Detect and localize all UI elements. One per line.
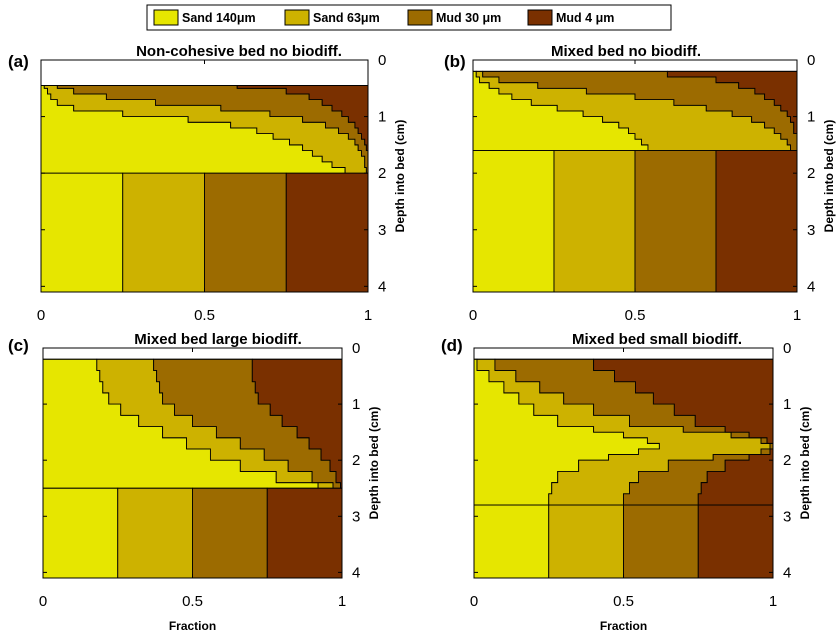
mud-30-area xyxy=(634,150,717,293)
y-tick-label: 0 xyxy=(783,340,791,357)
area-layer xyxy=(473,358,774,579)
y-tick-label: 2 xyxy=(807,165,815,182)
chart-title: Mixed bed large biodiff. xyxy=(134,331,302,348)
y-tick-label: 4 xyxy=(807,278,815,295)
legend-label: Sand 63μm xyxy=(313,11,380,25)
y-tick-label: 2 xyxy=(783,452,791,469)
legend-swatch xyxy=(284,9,310,26)
sand-63-area xyxy=(553,150,636,293)
sand-63-area xyxy=(548,504,624,579)
y-axis-label: Depth into bed (cm) xyxy=(798,407,812,520)
y-tick-label: 1 xyxy=(352,396,360,413)
chart-panel: 0 0.5 1 0 1 2 3 4 Depth into bed (cm) Fraction Mix… xyxy=(8,331,381,633)
x-tick-label: 1 xyxy=(769,593,777,610)
x-tick-label: 0.5 xyxy=(613,593,634,610)
mud-4-area xyxy=(266,487,343,579)
legend-label: Mud 30 μm xyxy=(436,11,501,25)
y-tick-label: 3 xyxy=(807,222,815,239)
y-tick-label: 1 xyxy=(783,396,791,413)
sand-63-area xyxy=(117,487,193,579)
y-tick-label: 2 xyxy=(378,165,386,182)
mud-30-area xyxy=(623,504,699,579)
y-tick-label: 4 xyxy=(352,564,360,581)
y-tick-label: 1 xyxy=(378,109,386,126)
x-axis-label: Fraction xyxy=(169,619,216,633)
chart-panel: 0 0.5 1 0 1 2 3 4 Depth into bed (cm) Non-cohesiv… xyxy=(8,43,407,324)
sand-140-area xyxy=(42,487,119,579)
legend-label: Sand 140μm xyxy=(182,11,256,25)
chart-panel: 0 0.5 1 0 1 2 3 4 Depth into bed (cm) Mixed bed n… xyxy=(444,43,836,324)
x-tick-label: 1 xyxy=(793,307,801,324)
chart-title: Mixed bed small biodiff. xyxy=(572,331,742,348)
chart-title: Non-cohesive bed no biodiff. xyxy=(136,43,342,60)
sand-140-area xyxy=(473,504,550,579)
mud-30-area xyxy=(192,487,268,579)
legend-label: Mud 4 μm xyxy=(556,11,614,25)
y-tick-label: 2 xyxy=(352,452,360,469)
y-tick-label: 4 xyxy=(783,564,791,581)
chart-title: Mixed bed no biodiff. xyxy=(551,43,701,60)
sand-140-area xyxy=(472,150,555,293)
sand-140-area xyxy=(40,172,124,293)
legend: Sand 140μm Sand 63μm Mud 30 μm Mud 4 μm xyxy=(146,4,672,31)
mud-4-area xyxy=(285,172,369,293)
mud-4-area xyxy=(697,504,774,579)
y-tick-label: 3 xyxy=(352,508,360,525)
legend-swatch xyxy=(407,9,433,26)
x-tick-label: 0 xyxy=(39,593,47,610)
y-tick-label: 3 xyxy=(783,508,791,525)
panel-label: (b) xyxy=(444,52,466,71)
x-tick-label: 0.5 xyxy=(194,307,215,324)
x-tick-label: 1 xyxy=(338,593,346,610)
panel-label: (c) xyxy=(8,336,29,355)
x-tick-label: 0.5 xyxy=(625,307,646,324)
area-layer xyxy=(472,70,798,293)
legend-swatch xyxy=(527,9,553,26)
x-tick-label: 0.5 xyxy=(182,593,203,610)
y-tick-label: 4 xyxy=(378,278,386,295)
area-layer xyxy=(42,358,343,579)
y-axis-label: Depth into bed (cm) xyxy=(367,407,381,520)
x-tick-label: 0 xyxy=(37,307,45,324)
mud-4-area xyxy=(715,150,798,293)
y-tick-label: 0 xyxy=(807,52,815,69)
y-tick-label: 0 xyxy=(352,340,360,357)
panel-label: (d) xyxy=(441,336,463,355)
y-axis-label: Depth into bed (cm) xyxy=(393,120,407,233)
area-layer xyxy=(40,85,369,293)
x-tick-label: 0 xyxy=(469,307,477,324)
x-tick-label: 0 xyxy=(470,593,478,610)
y-tick-label: 3 xyxy=(378,222,386,239)
sand-63-area xyxy=(122,172,205,293)
panel-label: (a) xyxy=(8,52,29,71)
x-tick-label: 1 xyxy=(364,307,372,324)
x-axis-label: Fraction xyxy=(600,619,647,633)
y-axis-label: Depth into bed (cm) xyxy=(822,120,836,233)
mud-30-area xyxy=(204,172,287,293)
legend-swatch xyxy=(153,9,179,26)
chart-panel: 0 0.5 1 0 1 2 3 4 Depth into bed (cm) Fraction Mix… xyxy=(441,331,812,633)
y-tick-label: 1 xyxy=(807,109,815,126)
y-tick-label: 0 xyxy=(378,52,386,69)
